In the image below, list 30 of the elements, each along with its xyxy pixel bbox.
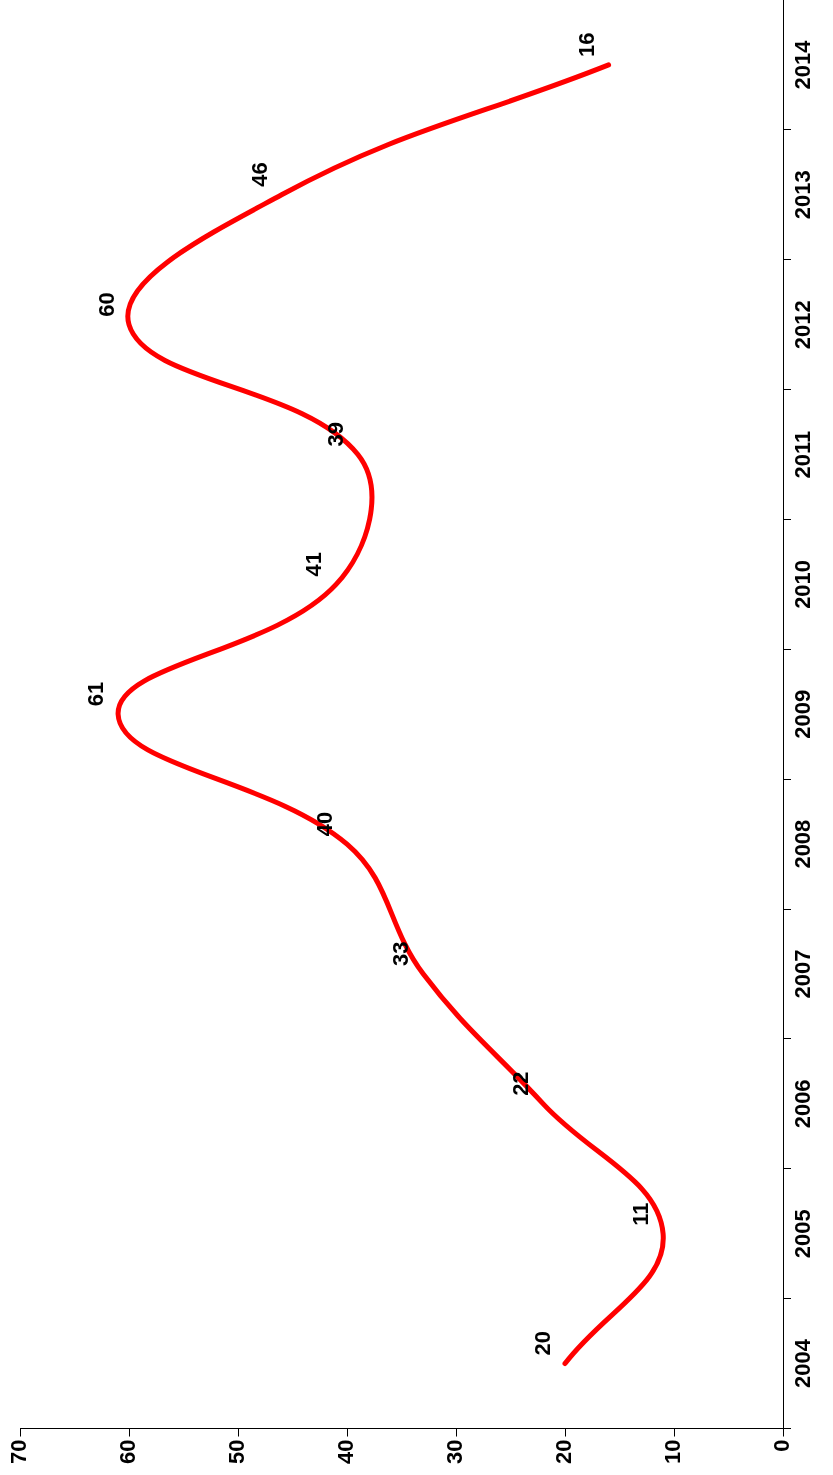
x-tick-label: 70 bbox=[6, 1439, 32, 1465]
data-label: 40 bbox=[312, 811, 338, 837]
y-tick-label: 2004 bbox=[790, 1338, 816, 1389]
y-tick-label: 2011 bbox=[790, 430, 816, 479]
data-label: 41 bbox=[301, 551, 327, 577]
x-tick-label: 0 bbox=[769, 1439, 795, 1452]
y-tick-label: 2014 bbox=[790, 39, 816, 90]
x-tick-label: 40 bbox=[333, 1439, 359, 1465]
data-label: 20 bbox=[530, 1331, 556, 1356]
data-label: 16 bbox=[573, 32, 599, 57]
x-tick-label: 20 bbox=[551, 1439, 577, 1465]
x-tick-label: 50 bbox=[224, 1439, 250, 1465]
data-label: 61 bbox=[83, 681, 109, 707]
y-tick-label: 2012 bbox=[790, 300, 816, 350]
x-tick-label: 10 bbox=[660, 1439, 686, 1465]
y-tick-label: 2005 bbox=[790, 1209, 816, 1259]
data-label: 46 bbox=[246, 162, 272, 187]
y-tick-label: 2010 bbox=[790, 559, 816, 609]
x-tick-label: 30 bbox=[442, 1439, 468, 1465]
data-label: 33 bbox=[388, 941, 414, 966]
x-tick-label: 60 bbox=[115, 1439, 141, 1465]
data-label: 60 bbox=[94, 292, 120, 317]
y-tick-label: 2007 bbox=[790, 949, 816, 999]
data-label: 39 bbox=[322, 422, 348, 447]
data-label: 22 bbox=[508, 1071, 534, 1096]
y-tick-label: 2008 bbox=[790, 819, 816, 869]
y-tick-label: 2009 bbox=[790, 689, 816, 739]
y-tick-label: 2013 bbox=[790, 170, 816, 220]
y-tick-label: 2006 bbox=[790, 1079, 816, 1129]
data-label: 11 bbox=[628, 1202, 654, 1226]
